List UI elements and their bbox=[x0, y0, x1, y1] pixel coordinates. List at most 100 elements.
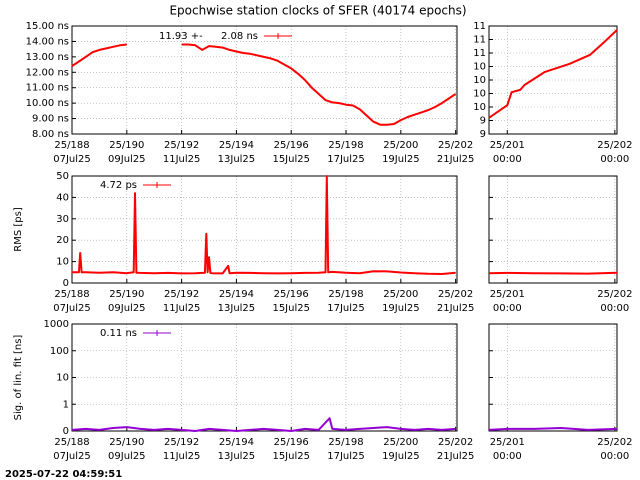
x-tick-label: 25/188 bbox=[54, 140, 89, 151]
y-tick-label: 10.00 ns bbox=[26, 98, 69, 109]
x-tick-sublabel: 09Jul25 bbox=[108, 451, 146, 462]
x-tick-sublabel: 13Jul25 bbox=[218, 451, 256, 462]
plot-frame bbox=[71, 25, 458, 135]
x-tick-sublabel: 00:00 bbox=[600, 303, 629, 314]
plot-frame bbox=[71, 323, 458, 432]
x-tick-sublabel: 09Jul25 bbox=[108, 303, 146, 314]
x-tick-sublabel: 13Jul25 bbox=[218, 303, 256, 314]
x-tick-label: 25/188 bbox=[54, 437, 89, 448]
x-tick-label: 25/200 bbox=[383, 289, 418, 300]
x-tick-label: 25/198 bbox=[328, 289, 363, 300]
plot-frame bbox=[71, 175, 458, 284]
x-tick-label: 25/201 bbox=[490, 289, 525, 300]
x-tick-label: 25/202 bbox=[438, 437, 473, 448]
x-tick-label: 25/202 bbox=[438, 140, 473, 151]
x-tick-sublabel: 15Jul25 bbox=[272, 154, 310, 165]
y-tick-label: 11 bbox=[473, 21, 486, 32]
x-tick-sublabel: 09Jul25 bbox=[108, 154, 146, 165]
x-tick-label: 25/202 bbox=[597, 437, 632, 448]
x-tick-sublabel: 15Jul25 bbox=[272, 303, 310, 314]
y-tick-label: 12.00 ns bbox=[26, 67, 69, 78]
y-tick-label: 10 bbox=[56, 373, 69, 384]
x-tick-sublabel: 13Jul25 bbox=[218, 154, 256, 165]
legend-label: 11.93 +- bbox=[159, 31, 203, 42]
x-tick-sublabel: 11Jul25 bbox=[163, 154, 201, 165]
y-tick-label: 0 bbox=[63, 426, 69, 437]
series-line bbox=[488, 427, 618, 431]
x-tick-sublabel: 07Jul25 bbox=[53, 154, 91, 165]
y-tick-label: 9.00 ns bbox=[32, 114, 69, 125]
y-tick-label: 9 bbox=[480, 129, 486, 140]
y-tick-label: 100 bbox=[50, 346, 69, 357]
y-tick-label: 14.00 ns bbox=[26, 36, 69, 47]
x-tick-sublabel: 00:00 bbox=[600, 154, 629, 165]
y-tick-label: 13.00 ns bbox=[26, 52, 69, 63]
y-tick-label: 8.00 ns bbox=[32, 129, 69, 140]
x-tick-label: 25/192 bbox=[164, 140, 199, 151]
x-tick-sublabel: 15Jul25 bbox=[272, 451, 310, 462]
y-tick-label: 20 bbox=[56, 235, 69, 246]
x-tick-label: 25/196 bbox=[274, 140, 309, 151]
x-tick-sublabel: 19Jul25 bbox=[382, 451, 420, 462]
x-tick-sublabel: 11Jul25 bbox=[163, 451, 201, 462]
y-tick-label: 40 bbox=[56, 192, 69, 203]
series-line bbox=[71, 43, 457, 126]
x-tick-label: 25/200 bbox=[383, 140, 418, 151]
x-tick-label: 25/200 bbox=[383, 437, 418, 448]
x-tick-sublabel: 00:00 bbox=[600, 451, 629, 462]
x-tick-label: 25/190 bbox=[109, 437, 144, 448]
x-tick-sublabel: 17Jul25 bbox=[327, 451, 365, 462]
legend-error: 2.08 ns bbox=[221, 31, 258, 42]
plot-frame bbox=[488, 323, 618, 432]
chart-title: Epochwise station clocks of SFER (40174 … bbox=[169, 4, 466, 18]
y-tick-label: 11.00 ns bbox=[26, 83, 69, 94]
y-tick-label: 1000 bbox=[44, 319, 69, 330]
x-tick-label: 25/194 bbox=[219, 289, 254, 300]
legend-marker bbox=[154, 182, 161, 188]
legend-marker bbox=[154, 330, 160, 336]
x-tick-sublabel: 11Jul25 bbox=[163, 303, 201, 314]
x-tick-sublabel: 19Jul25 bbox=[382, 303, 420, 314]
x-tick-sublabel: 21Jul25 bbox=[437, 451, 475, 462]
x-tick-sublabel: 17Jul25 bbox=[327, 303, 365, 314]
y-tick-label: 11 bbox=[473, 48, 486, 59]
plot-frame bbox=[488, 25, 618, 135]
x-tick-sublabel: 21Jul25 bbox=[437, 303, 475, 314]
x-tick-label: 25/196 bbox=[274, 437, 309, 448]
x-tick-label: 25/194 bbox=[219, 437, 254, 448]
x-tick-sublabel: 00:00 bbox=[493, 303, 522, 314]
x-tick-label: 25/202 bbox=[438, 289, 473, 300]
x-tick-label: 25/201 bbox=[490, 140, 525, 151]
y-tick-label: 15.00 ns bbox=[26, 21, 69, 32]
x-tick-label: 25/194 bbox=[219, 140, 254, 151]
y-axis-label: RMS [ps] bbox=[13, 207, 24, 252]
y-tick-label: 50 bbox=[56, 171, 69, 182]
x-tick-sublabel: 17Jul25 bbox=[327, 154, 365, 165]
y-tick-label: 9 bbox=[480, 116, 486, 127]
x-tick-label: 25/202 bbox=[597, 289, 632, 300]
series-line bbox=[71, 417, 456, 432]
legend-label: 4.72 ps bbox=[100, 180, 137, 191]
x-tick-label: 25/201 bbox=[490, 437, 525, 448]
x-tick-label: 25/198 bbox=[328, 140, 363, 151]
y-tick-label: 10 bbox=[473, 89, 486, 100]
x-tick-label: 25/188 bbox=[54, 289, 89, 300]
x-tick-sublabel: 00:00 bbox=[493, 451, 522, 462]
x-tick-sublabel: 19Jul25 bbox=[382, 154, 420, 165]
y-tick-label: 11 bbox=[473, 35, 486, 46]
x-tick-label: 25/192 bbox=[164, 437, 199, 448]
y-axis-label: Sig. of lin. fit [ns] bbox=[13, 335, 24, 421]
legend-marker bbox=[275, 33, 281, 39]
plot-frame bbox=[488, 175, 618, 284]
y-tick-label: 0 bbox=[63, 278, 69, 289]
timestamp: 2025-07-22 04:59:51 bbox=[5, 469, 122, 480]
y-tick-label: 10 bbox=[473, 102, 486, 113]
legend-label: 0.11 ns bbox=[100, 328, 137, 339]
x-tick-label: 25/192 bbox=[164, 289, 199, 300]
x-tick-label: 25/190 bbox=[109, 140, 144, 151]
y-tick-label: 30 bbox=[56, 214, 69, 225]
x-tick-label: 25/196 bbox=[274, 289, 309, 300]
series-line bbox=[488, 29, 618, 119]
x-tick-label: 25/190 bbox=[109, 289, 144, 300]
